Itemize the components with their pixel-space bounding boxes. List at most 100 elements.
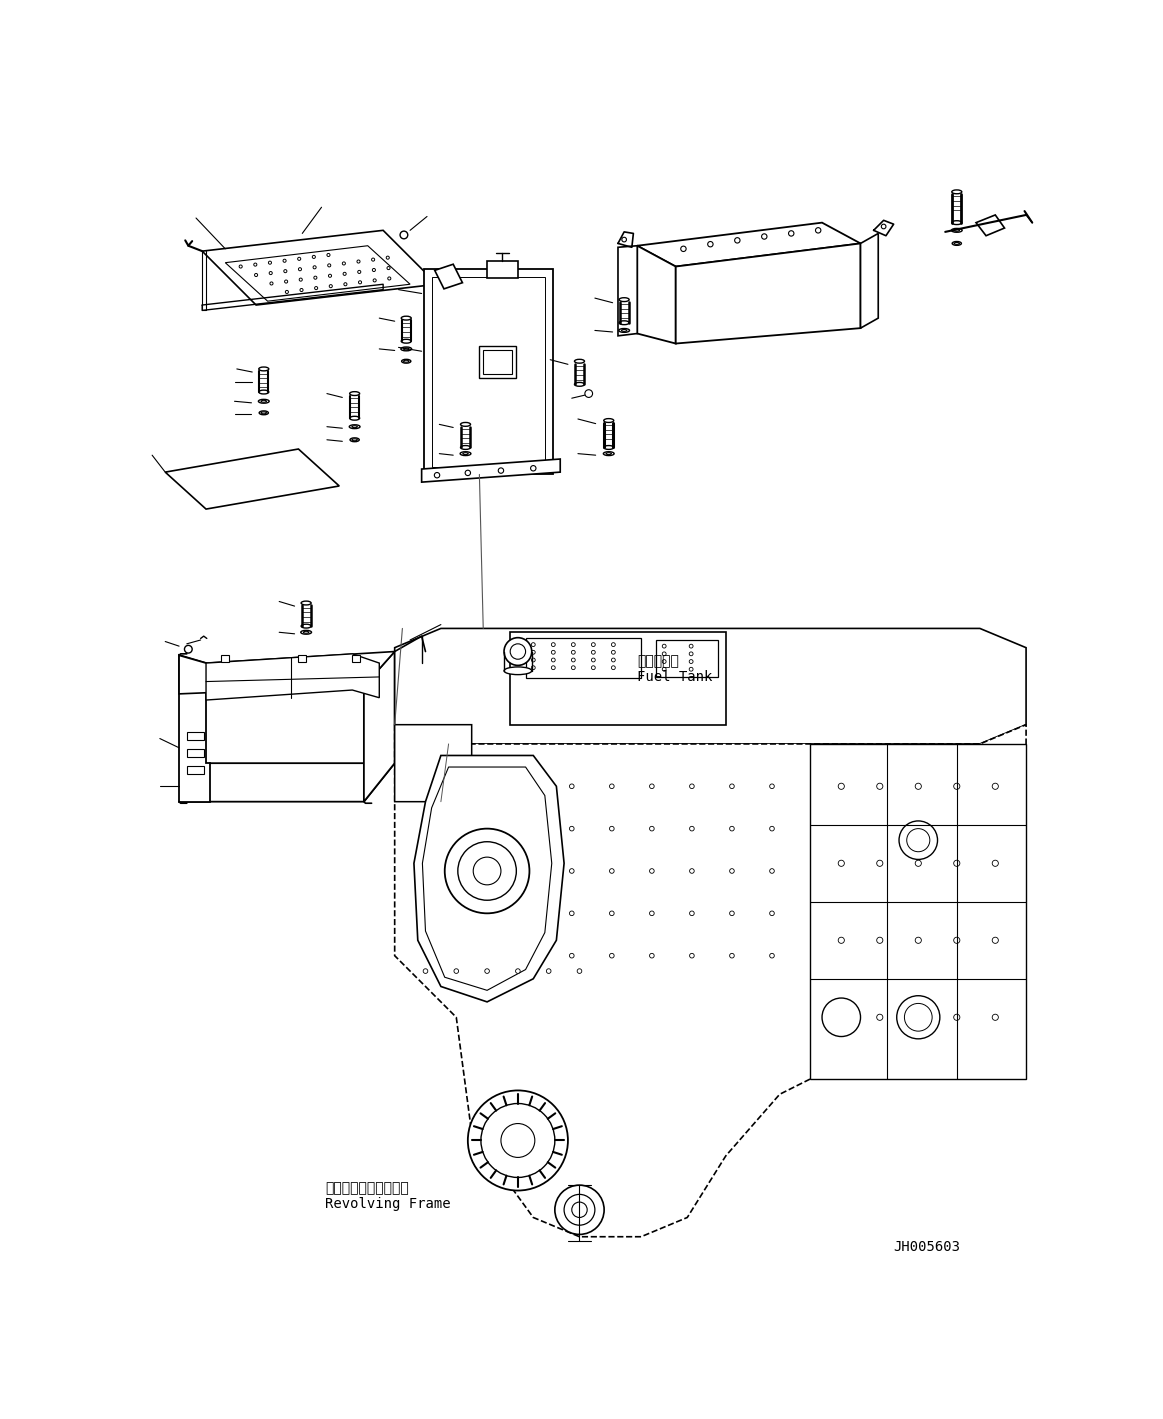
Ellipse shape <box>461 451 471 455</box>
Polygon shape <box>179 656 209 802</box>
Ellipse shape <box>621 329 627 332</box>
Circle shape <box>729 911 734 915</box>
Circle shape <box>531 643 535 647</box>
Circle shape <box>612 650 615 654</box>
Circle shape <box>284 270 287 272</box>
Ellipse shape <box>504 667 531 674</box>
Circle shape <box>770 911 775 915</box>
Polygon shape <box>511 633 726 725</box>
Circle shape <box>481 1104 555 1178</box>
Circle shape <box>882 224 886 228</box>
Ellipse shape <box>404 360 409 362</box>
Circle shape <box>342 263 345 265</box>
Polygon shape <box>976 214 1005 236</box>
Circle shape <box>650 868 654 873</box>
Ellipse shape <box>350 438 359 441</box>
Ellipse shape <box>954 243 959 244</box>
Circle shape <box>373 280 376 282</box>
Ellipse shape <box>350 392 359 396</box>
Ellipse shape <box>304 631 309 633</box>
Circle shape <box>547 969 551 973</box>
Circle shape <box>729 868 734 873</box>
Circle shape <box>815 227 821 233</box>
Ellipse shape <box>259 368 269 370</box>
Circle shape <box>877 937 883 944</box>
Ellipse shape <box>461 446 471 450</box>
Circle shape <box>372 268 376 271</box>
Circle shape <box>915 1015 921 1020</box>
Polygon shape <box>165 448 340 509</box>
Circle shape <box>485 969 490 973</box>
Circle shape <box>504 637 531 666</box>
Ellipse shape <box>352 438 357 441</box>
Circle shape <box>498 468 504 474</box>
Circle shape <box>570 783 575 789</box>
Ellipse shape <box>952 241 962 245</box>
Circle shape <box>690 826 694 832</box>
Circle shape <box>690 667 693 671</box>
Circle shape <box>839 1015 844 1020</box>
Ellipse shape <box>461 423 471 426</box>
Circle shape <box>313 265 316 268</box>
Circle shape <box>185 646 192 653</box>
Circle shape <box>839 937 844 944</box>
Polygon shape <box>226 245 411 301</box>
Circle shape <box>612 666 615 670</box>
Circle shape <box>585 390 593 397</box>
Circle shape <box>551 658 555 661</box>
Ellipse shape <box>404 348 409 350</box>
Circle shape <box>789 231 794 236</box>
Ellipse shape <box>401 339 412 343</box>
Ellipse shape <box>619 298 629 302</box>
Polygon shape <box>656 640 718 677</box>
Circle shape <box>270 282 273 285</box>
Bar <box>187 732 204 741</box>
Circle shape <box>729 783 734 789</box>
Circle shape <box>762 234 766 240</box>
Circle shape <box>822 998 861 1036</box>
Circle shape <box>770 868 775 873</box>
Circle shape <box>609 868 614 873</box>
Polygon shape <box>422 768 551 990</box>
Circle shape <box>992 1015 998 1020</box>
Circle shape <box>577 969 582 973</box>
Circle shape <box>899 822 937 860</box>
Circle shape <box>915 783 921 789</box>
Circle shape <box>650 783 654 789</box>
Circle shape <box>314 277 316 280</box>
Polygon shape <box>202 230 437 305</box>
Circle shape <box>358 281 362 284</box>
Circle shape <box>622 237 627 241</box>
Circle shape <box>992 860 998 867</box>
Circle shape <box>515 969 520 973</box>
Circle shape <box>915 860 921 867</box>
Circle shape <box>690 954 694 958</box>
Circle shape <box>770 783 775 789</box>
Ellipse shape <box>401 348 412 350</box>
Circle shape <box>662 651 666 656</box>
Circle shape <box>992 783 998 789</box>
Ellipse shape <box>401 316 412 321</box>
Ellipse shape <box>951 190 962 194</box>
Ellipse shape <box>350 416 359 420</box>
Circle shape <box>240 265 242 268</box>
Ellipse shape <box>349 424 361 429</box>
Bar <box>352 656 361 661</box>
Circle shape <box>662 660 666 664</box>
Circle shape <box>465 470 471 475</box>
Circle shape <box>650 826 654 832</box>
Ellipse shape <box>352 426 357 427</box>
Circle shape <box>735 237 740 243</box>
Circle shape <box>954 937 959 944</box>
Circle shape <box>609 783 614 789</box>
Circle shape <box>315 287 317 289</box>
Text: JH005603: JH005603 <box>893 1240 961 1254</box>
Circle shape <box>357 260 361 263</box>
Circle shape <box>299 268 301 271</box>
Circle shape <box>662 667 666 671</box>
Ellipse shape <box>301 602 312 604</box>
Circle shape <box>423 969 428 973</box>
Ellipse shape <box>619 321 629 325</box>
Circle shape <box>254 263 257 267</box>
Circle shape <box>571 643 576 647</box>
